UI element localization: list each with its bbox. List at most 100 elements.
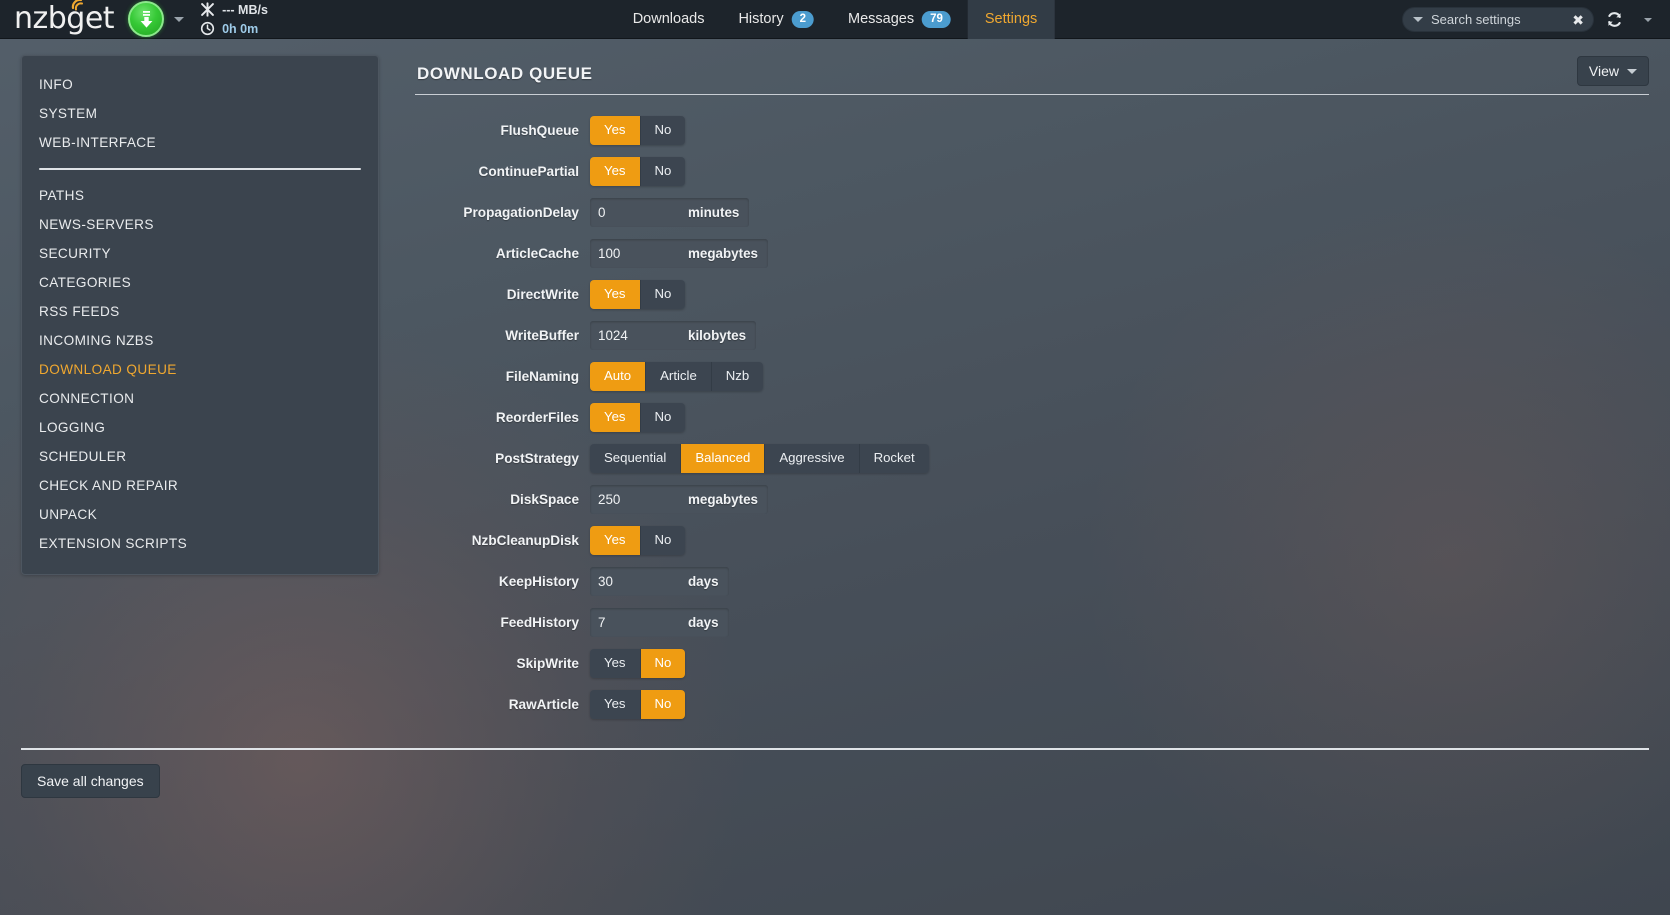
input-wrap-keep-history: days [590,566,729,596]
setting-row-disk-space: DiskSpace megabytes [415,484,1649,514]
unit-label-article-cache: megabytes [688,245,758,261]
nav-label-settings: Settings [984,11,1038,27]
setting-row-feed-history: FeedHistory days [415,607,1649,637]
unit-label-feed-history: days [688,614,719,630]
input-disk-space[interactable] [590,484,686,514]
nav-item-messages[interactable]: Messages 79 [831,0,968,39]
view-button[interactable]: View [1576,56,1649,86]
sidebar-item-categories[interactable]: CATEGORIES [39,275,132,290]
settings-sidebar: INFO SYSTEM WEB-INTERFACE PATHS NEWS-SER… [21,55,379,575]
setting-label-flush-queue: FlushQueue [500,122,579,138]
setting-control-reorder-files: Yes No [590,402,686,432]
setting-label-disk-space: DiskSpace [510,491,579,507]
unit-label-disk-space: megabytes [688,491,758,507]
history-badge: 2 [791,10,814,28]
page-body: INFO SYSTEM WEB-INTERFACE PATHS NEWS-SER… [0,39,1670,730]
setting-label-reorder-files: ReorderFiles [495,409,579,425]
app-logo-text: nzbget [14,1,115,36]
setting-row-flush-queue: FlushQueue Yes No [415,115,1649,145]
setting-row-reorder-files: ReorderFiles Yes No [415,402,1649,432]
app-logo[interactable]: nzbget [14,0,115,36]
sidebar-item-extension-scripts[interactable]: EXTENSION SCRIPTS [39,536,188,551]
option-raw-article-no[interactable]: No [640,689,686,719]
option-continue-partial-yes[interactable]: Yes [590,156,641,186]
top-bar: nzbget --- MB/s [0,0,1670,39]
download-status-button[interactable] [128,1,165,37]
setting-row-post-strategy: PostStrategy Sequential Balanced Aggressive… [415,443,1649,473]
button-group-continue-partial: Yes No [590,156,686,186]
plane-icon [201,2,214,17]
setting-label-file-naming: FileNaming [505,368,579,384]
top-menu-button[interactable] [1634,7,1662,33]
search-box[interactable]: ✖ [1402,7,1594,32]
refresh-button[interactable] [1600,7,1628,33]
settings-panel: DOWNLOAD QUEUE View FlushQueue Yes No Conti… [379,55,1670,730]
refresh-icon [1607,12,1621,27]
sidebar-item-scheduler[interactable]: SCHEDULER [39,449,127,464]
option-flush-queue-no[interactable]: No [640,115,686,145]
option-post-strategy-rocket[interactable]: Rocket [859,443,929,473]
setting-label-propagation-delay: PropagationDelay [463,204,579,220]
input-wrap-write-buffer: kilobytes [590,320,757,350]
close-icon[interactable]: ✖ [1572,11,1584,28]
input-keep-history[interactable] [590,566,686,596]
input-propagation-delay[interactable] [590,197,686,227]
sidebar-item-system[interactable]: SYSTEM [39,106,98,121]
option-file-naming-auto[interactable]: Auto [590,361,647,391]
setting-control-feed-history: days [590,607,729,637]
sidebar-divider [39,168,361,170]
option-post-strategy-aggressive[interactable]: Aggressive [765,443,860,473]
setting-control-post-strategy: Sequential Balanced Aggressive Rocket [590,443,929,473]
option-flush-queue-yes[interactable]: Yes [590,115,641,145]
option-nzb-cleanup-disk-yes[interactable]: Yes [590,525,641,555]
option-reorder-files-yes[interactable]: Yes [590,402,641,432]
search-input[interactable] [1431,12,1565,27]
sidebar-item-connection[interactable]: CONNECTION [39,391,135,406]
wifi-signal-icon [71,0,83,11]
nav-item-downloads[interactable]: Downloads [616,0,722,39]
option-nzb-cleanup-disk-no[interactable]: No [640,525,686,555]
sidebar-item-paths[interactable]: PATHS [39,188,85,203]
sidebar-item-news-servers[interactable]: NEWS-SERVERS [39,217,154,232]
option-reorder-files-no[interactable]: No [640,402,686,432]
sidebar-item-check-and-repair[interactable]: CHECK AND REPAIR [39,478,179,493]
sidebar-item-logging[interactable]: LOGGING [39,420,106,435]
download-menu-caret-icon[interactable] [174,16,185,22]
nav-item-history[interactable]: History 2 [721,0,831,39]
button-group-post-strategy: Sequential Balanced Aggressive Rocket [590,443,929,473]
input-wrap-feed-history: days [590,607,729,637]
main-nav: Downloads History 2 Messages 79 Settings [616,0,1055,39]
sidebar-item-rss-feeds[interactable]: RSS FEEDS [39,304,120,319]
view-button-label: View [1588,63,1619,79]
option-skip-write-yes[interactable]: Yes [590,648,641,678]
setting-row-write-buffer: WriteBuffer kilobytes [415,320,1649,350]
input-write-buffer[interactable] [590,320,686,350]
option-skip-write-no[interactable]: No [640,648,686,678]
option-continue-partial-no[interactable]: No [640,156,686,186]
sidebar-item-web-interface[interactable]: WEB-INTERFACE [39,135,156,150]
sidebar-item-download-queue[interactable]: DOWNLOAD QUEUE [39,362,177,377]
chevron-down-icon[interactable] [1413,17,1423,22]
sidebar-item-incoming-nzbs[interactable]: INCOMING NZBS [39,333,154,348]
sidebar-item-info[interactable]: INFO [39,77,74,92]
sidebar-item-unpack[interactable]: UNPACK [39,507,98,522]
panel-header: DOWNLOAD QUEUE View [415,55,1649,95]
option-file-naming-article[interactable]: Article [646,361,712,391]
nav-item-settings[interactable]: Settings [967,0,1055,39]
option-direct-write-yes[interactable]: Yes [590,279,641,309]
setting-row-continue-partial: ContinuePartial Yes No [415,156,1649,186]
option-post-strategy-sequential[interactable]: Sequential [590,443,682,473]
option-file-naming-nzb[interactable]: Nzb [711,361,764,391]
unit-label-keep-history: days [688,573,719,589]
nav-label-history: History [738,11,784,27]
input-feed-history[interactable] [590,607,686,637]
save-all-changes-button[interactable]: Save all changes [21,764,160,798]
option-post-strategy-balanced[interactable]: Balanced [681,443,766,473]
setting-row-keep-history: KeepHistory days [415,566,1649,596]
setting-control-nzb-cleanup-disk: Yes No [590,525,686,555]
sidebar-item-security[interactable]: SECURITY [39,246,111,261]
option-direct-write-no[interactable]: No [640,279,686,309]
input-article-cache[interactable] [590,238,686,268]
uptime-stat: 0h 0m [200,20,268,37]
option-raw-article-yes[interactable]: Yes [590,689,641,719]
